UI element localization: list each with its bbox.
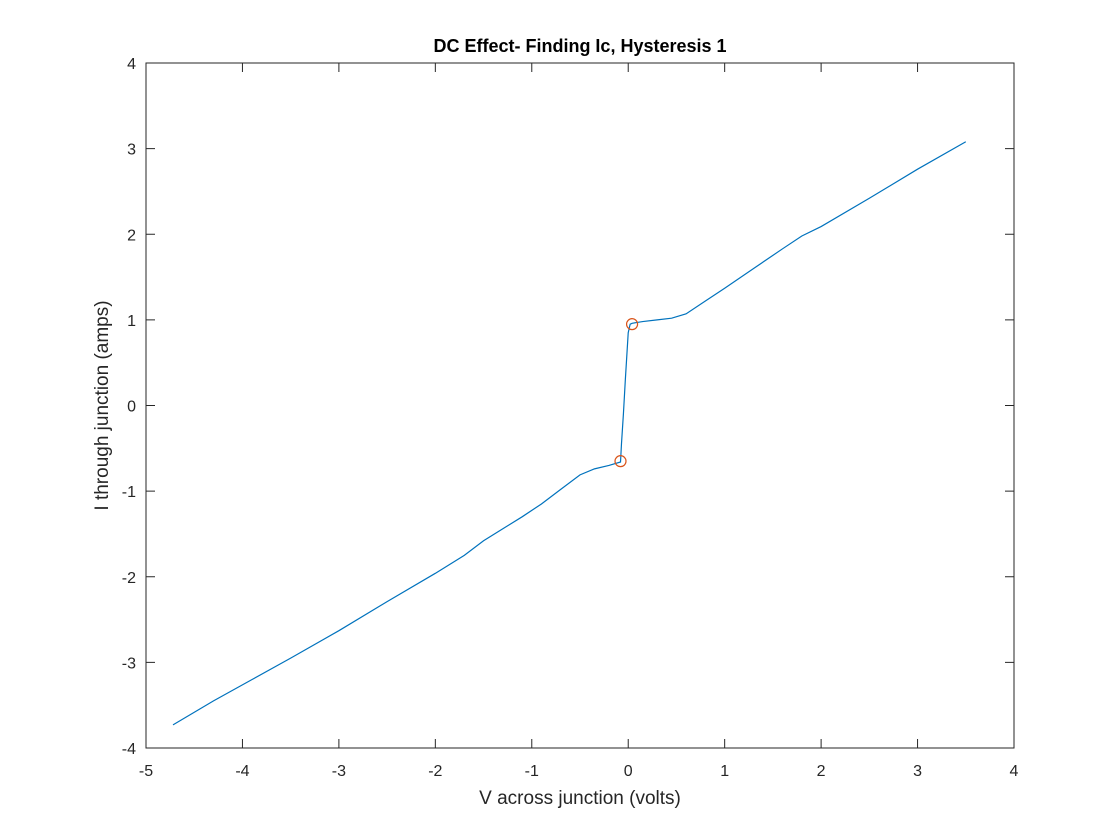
y-axis-label: I through junction (amps) bbox=[92, 300, 113, 510]
x-tick-label: -4 bbox=[235, 763, 249, 780]
x-tick-label: -3 bbox=[332, 763, 346, 780]
y-tick-label: -4 bbox=[122, 741, 136, 758]
y-tick-label: -1 bbox=[122, 484, 136, 501]
y-tick-label: 4 bbox=[127, 56, 136, 73]
x-tick-label: 1 bbox=[720, 763, 729, 780]
y-tick-label: 0 bbox=[127, 399, 136, 416]
y-tick-label: -3 bbox=[122, 655, 136, 672]
critical-current-marker bbox=[614, 455, 627, 468]
y-tick-label: 3 bbox=[127, 142, 136, 159]
iv-curve-line bbox=[172, 141, 967, 726]
x-tick-label: -1 bbox=[525, 763, 539, 780]
axis-ticks bbox=[145, 62, 1015, 749]
x-tick-label: 4 bbox=[1010, 763, 1019, 780]
x-axis-label: V across junction (volts) bbox=[479, 788, 681, 809]
x-tick-label: 3 bbox=[913, 763, 922, 780]
critical-current-marker bbox=[625, 318, 639, 331]
plot-frame bbox=[145, 62, 1015, 749]
y-tick-label: 2 bbox=[127, 227, 136, 244]
chart-title: DC Effect- Finding Ic, Hysteresis 1 bbox=[433, 36, 726, 56]
x-tick-label: -5 bbox=[139, 763, 153, 780]
y-tick-label: 1 bbox=[127, 313, 136, 330]
x-tick-label: 2 bbox=[817, 763, 826, 780]
x-tick-label: -2 bbox=[428, 763, 442, 780]
y-tick-label: -2 bbox=[122, 570, 136, 587]
x-tick-label: 0 bbox=[624, 763, 633, 780]
series-layer bbox=[172, 141, 967, 726]
